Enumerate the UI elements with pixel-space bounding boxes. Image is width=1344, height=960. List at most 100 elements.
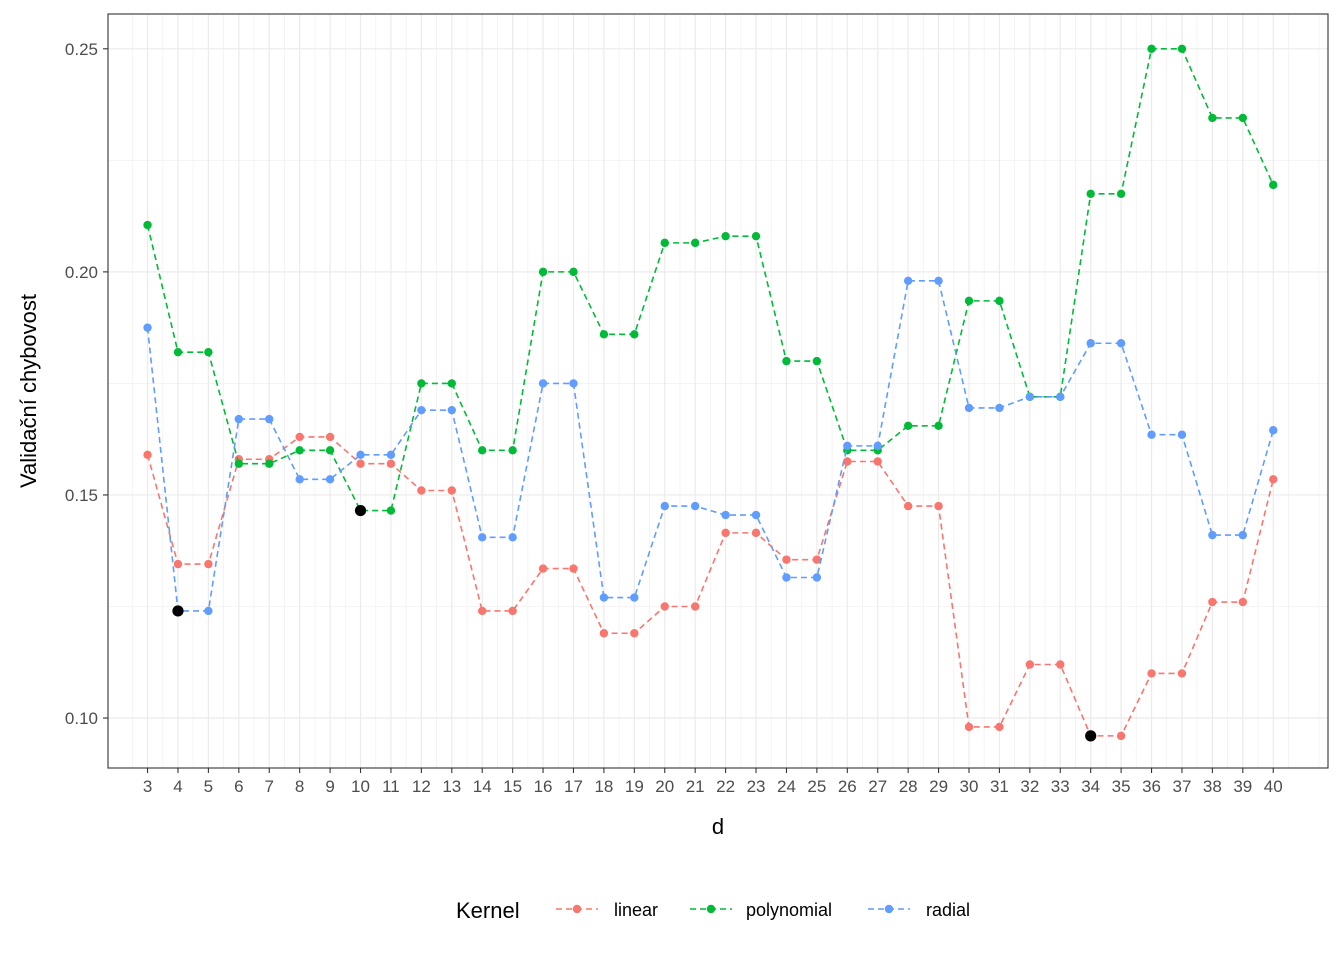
x-tick-label: 19: [625, 777, 644, 796]
y-tick-label: 0.25: [65, 40, 98, 59]
data-point-polynomial: [812, 356, 822, 366]
data-point-linear: [447, 486, 456, 495]
x-tick-label: 32: [1020, 777, 1039, 796]
data-point-linear: [1116, 731, 1126, 741]
y-tick-label: 0.15: [65, 486, 98, 505]
x-tick-label: 16: [534, 777, 553, 796]
series-line-radial: [146, 279, 1275, 612]
data-point-polynomial: [173, 347, 183, 357]
data-point-polynomial: [903, 421, 913, 430]
x-tick-label: 6: [234, 777, 243, 796]
data-point-radial: [1056, 392, 1065, 401]
data-point-linear: [1025, 660, 1035, 669]
data-point-radial: [873, 441, 882, 451]
data-point-polynomial: [964, 296, 974, 306]
x-tick-label: 11: [382, 777, 400, 796]
data-point-radial: [143, 323, 152, 332]
data-point-polynomial: [538, 267, 548, 277]
data-point-polynomial: [660, 238, 669, 248]
data-point-linear: [660, 602, 669, 611]
x-tick-label: 21: [686, 777, 705, 796]
data-point-linear: [721, 528, 730, 538]
x-tick-label: 26: [838, 777, 857, 796]
x-axis-title: d: [712, 814, 724, 839]
data-point-linear: [295, 432, 304, 442]
data-point-radial: [660, 501, 669, 511]
x-tick-label: 30: [960, 777, 979, 796]
x-tick-label: 7: [265, 777, 274, 796]
data-point-radial: [508, 533, 517, 542]
data-point-polynomial: [1116, 189, 1126, 198]
data-point-radial: [1238, 530, 1248, 540]
x-tick-label: 12: [412, 777, 431, 796]
legend-label-linear: linear: [614, 900, 658, 920]
legend-item-radial: radial: [868, 900, 970, 920]
data-point-polynomial: [234, 459, 244, 468]
data-point-linear: [873, 457, 882, 466]
data-point-radial: [356, 450, 365, 459]
data-point-radial: [265, 414, 274, 424]
data-point-linear: [630, 629, 639, 638]
x-tick-label: 28: [899, 777, 918, 796]
x-tick-label: 17: [564, 777, 583, 796]
data-point-linear: [1238, 597, 1248, 607]
data-point-polynomial: [417, 379, 426, 388]
data-point-polynomial: [478, 446, 487, 455]
highlight-layer: [172, 504, 1097, 742]
legend-key-point-polynomial: [706, 904, 716, 914]
data-point-radial: [538, 379, 548, 388]
legend-item-linear: linear: [556, 900, 658, 920]
data-point-radial: [751, 510, 761, 520]
data-point-radial: [934, 276, 943, 285]
grid-major: [108, 14, 1328, 768]
x-tick-label: 29: [929, 777, 948, 796]
x-tick-label: 39: [1233, 777, 1252, 796]
data-point-radial: [386, 450, 396, 459]
legend-item-polynomial: polynomial: [690, 900, 832, 920]
series-line-linear: [146, 436, 1275, 737]
data-point-linear: [478, 606, 487, 616]
data-point-linear: [356, 459, 365, 468]
data-point-radial: [1086, 339, 1095, 348]
data-point-radial: [690, 501, 700, 511]
x-tick-label: 4: [173, 777, 182, 796]
data-point-linear: [903, 501, 913, 511]
data-point-polynomial: [1269, 180, 1278, 190]
data-point-linear: [569, 564, 578, 573]
x-tick-label: 38: [1203, 777, 1222, 796]
data-point-linear: [1177, 669, 1187, 678]
data-point-linear: [690, 602, 700, 611]
data-point-polynomial: [508, 446, 517, 455]
x-tick-label: 22: [716, 777, 735, 796]
data-point-radial: [721, 510, 730, 520]
x-tick-label: 36: [1142, 777, 1161, 796]
x-tick-label: 35: [1112, 777, 1131, 796]
data-point-radial: [1116, 339, 1126, 348]
data-point-radial: [599, 593, 609, 602]
legend-label-polynomial: polynomial: [746, 900, 832, 920]
data-point-polynomial: [721, 231, 730, 241]
y-axis-title: Validační chybovost: [16, 294, 41, 488]
data-point-polynomial: [265, 459, 274, 468]
data-point-linear: [325, 432, 335, 442]
data-point-polynomial: [751, 231, 761, 241]
data-point-linear: [204, 559, 213, 569]
x-tick-label: 13: [442, 777, 461, 796]
x-tick-label: 10: [351, 777, 370, 796]
data-point-radial: [1025, 392, 1035, 401]
data-point-radial: [478, 533, 487, 542]
data-point-radial: [447, 405, 456, 415]
data-point-linear: [1269, 475, 1278, 484]
data-point-radial: [417, 405, 426, 415]
legend-label-radial: radial: [926, 900, 970, 920]
data-point-linear: [843, 457, 852, 466]
x-tick-label: 24: [777, 777, 796, 796]
x-tick-label: 25: [807, 777, 826, 796]
data-point-radial: [234, 414, 244, 424]
data-point-polynomial: [1086, 189, 1095, 198]
data-point-radial: [843, 441, 852, 451]
legend-key-point-linear: [572, 904, 582, 914]
data-point-radial: [1147, 430, 1156, 439]
data-point-radial: [1177, 430, 1187, 439]
